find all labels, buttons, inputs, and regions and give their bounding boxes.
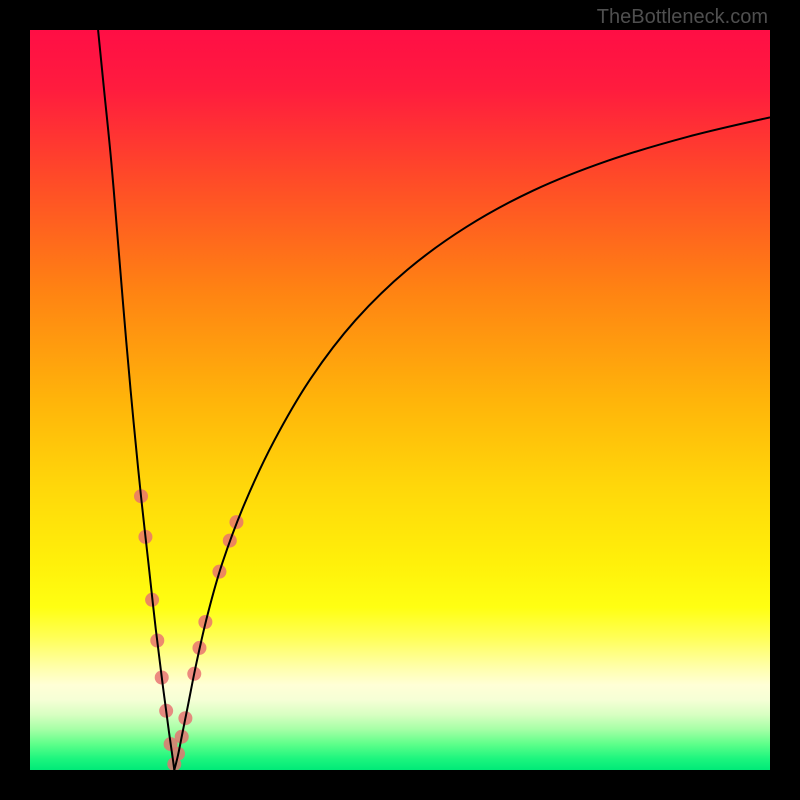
chart-container: TheBottleneck.com — [0, 0, 800, 800]
right-curve — [174, 117, 770, 770]
left-curve — [98, 30, 174, 770]
chart-svg — [30, 30, 770, 770]
scatter-markers — [134, 489, 243, 770]
watermark-text: TheBottleneck.com — [597, 6, 768, 29]
plot-area — [30, 30, 770, 770]
